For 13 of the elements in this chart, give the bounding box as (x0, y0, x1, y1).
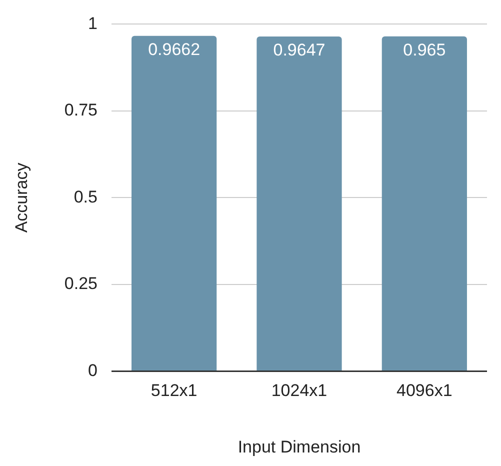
y-tick-label: 0.5 (74, 187, 98, 206)
data-label: 0.9662 (148, 40, 200, 60)
y-axis-title: Accuracy (12, 162, 31, 233)
data-label: 0.965 (403, 40, 446, 60)
x-tick-label: 1024x1 (271, 381, 328, 400)
y-tick-label: 0 (88, 360, 98, 380)
x-tick-label: 512x1 (150, 381, 198, 400)
y-tick-label: 1 (88, 14, 98, 33)
x-tick-label: 4096x1 (396, 381, 452, 400)
y-tick-label: 0.25 (64, 274, 98, 294)
data-label: 0.9647 (273, 40, 326, 60)
x-axis-title: Input Dimension (238, 437, 361, 456)
y-tick-label: 0.75 (64, 100, 98, 120)
